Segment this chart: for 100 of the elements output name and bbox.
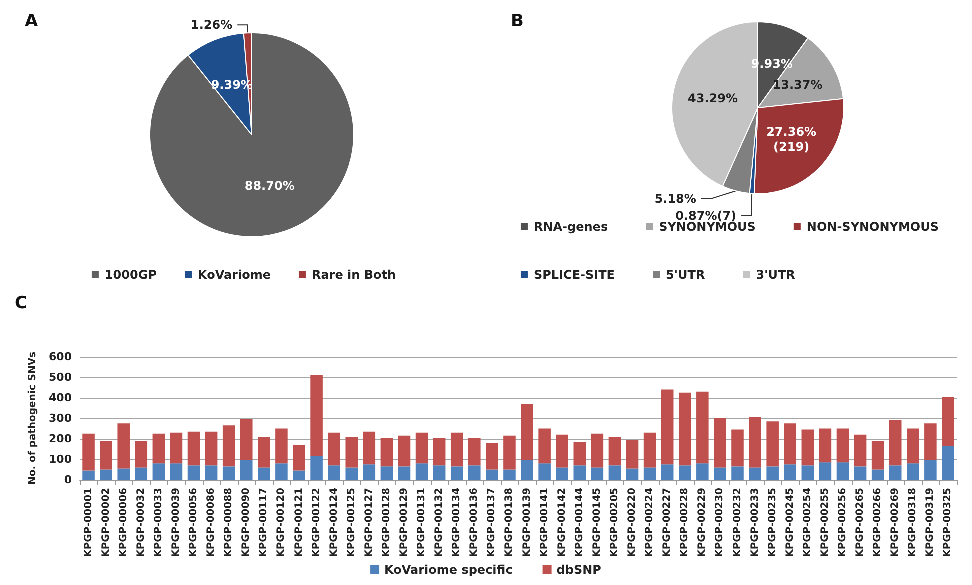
bar — [696, 392, 709, 464]
x-tick-label: KPGP-00122 — [311, 488, 322, 558]
legend-label: KoVariome — [198, 268, 271, 282]
bar — [766, 466, 779, 480]
x-tick-label: KPGP-00144 — [574, 488, 586, 558]
bar — [836, 462, 850, 480]
bar — [626, 440, 639, 469]
bar — [661, 464, 674, 480]
bar — [188, 432, 200, 466]
y-tick-label: 400 — [49, 392, 72, 404]
bar — [504, 470, 516, 480]
bar — [380, 466, 394, 480]
x-tick-label: KPGP-00232 — [732, 488, 744, 558]
bar — [433, 466, 446, 480]
x-tick-label: KPGP-00255 — [820, 488, 831, 558]
bar — [889, 420, 902, 466]
bar — [626, 468, 639, 480]
bar — [276, 464, 288, 480]
bar — [310, 375, 323, 456]
bar — [222, 426, 236, 467]
bar — [521, 404, 534, 461]
bar — [135, 441, 148, 468]
bar — [556, 468, 568, 480]
bar — [170, 464, 183, 480]
bar — [538, 464, 551, 480]
bar — [258, 436, 270, 468]
data-label: 43.29% — [688, 91, 738, 106]
bar — [872, 470, 884, 480]
bar — [486, 443, 498, 470]
bar — [188, 466, 200, 480]
bar — [416, 464, 428, 480]
legend-label: 5'UTR — [666, 268, 706, 282]
bar — [749, 417, 762, 468]
legend-label: Rare in Both — [312, 268, 396, 282]
x-tick-label: KPGP-00230 — [714, 488, 726, 558]
bar — [678, 392, 692, 466]
x-tick-label: KPGP-00086 — [206, 488, 218, 558]
bar — [468, 438, 481, 466]
bar — [819, 428, 832, 463]
bar — [276, 428, 288, 464]
x-tick-label: KPGP-00318 — [908, 488, 919, 558]
bar — [486, 470, 498, 480]
x-tick-label: KPGP-00235 — [767, 488, 778, 558]
legend-label: dbSNP — [556, 563, 602, 577]
bar — [907, 464, 920, 480]
bar — [854, 434, 867, 467]
bar — [784, 464, 797, 480]
x-tick-label: KPGP-00090 — [241, 488, 252, 558]
bar — [398, 436, 411, 467]
bar — [433, 438, 446, 466]
legend-label: KoVariome specific — [384, 563, 513, 577]
chart-title: B — [511, 12, 524, 32]
x-tick-label: KPGP-00056 — [188, 488, 200, 558]
x-tick-label: KPGP-00229 — [697, 488, 708, 558]
bar — [644, 468, 656, 480]
x-tick-label: KPGP-00132 — [434, 488, 446, 558]
bar — [240, 420, 253, 461]
bar — [942, 396, 954, 446]
bar — [608, 436, 622, 466]
x-tick-label: KPGP-00032 — [136, 488, 147, 558]
bar — [100, 470, 112, 480]
bar — [608, 466, 622, 480]
data-label: 13.37% — [772, 78, 823, 92]
x-tick-label: KPGP-00319 — [925, 488, 936, 558]
bar — [380, 438, 394, 467]
bar — [152, 464, 166, 480]
x-tick-label: KPGP-00227 — [662, 488, 674, 558]
bar — [591, 468, 604, 480]
x-tick-label: KPGP-00205 — [609, 488, 620, 558]
y-tick-label: 600 — [49, 350, 72, 364]
x-tick-label: KPGP-00139 — [522, 488, 533, 558]
x-tick-label: KPGP-00233 — [750, 488, 761, 558]
x-tick-label: KPGP-00138 — [504, 488, 516, 558]
x-tick-label: KPGP-00256 — [837, 488, 848, 558]
y-tick-label: 300 — [49, 412, 72, 425]
x-tick-label: KPGP-00033 — [153, 488, 164, 558]
bar — [363, 464, 376, 480]
bar — [784, 424, 797, 465]
bar — [907, 428, 920, 464]
x-tick-label: KPGP-00142 — [556, 488, 568, 558]
bar — [521, 460, 534, 480]
bar — [346, 436, 358, 468]
x-tick-label: KPGP-00124 — [328, 488, 340, 558]
legend-label: 3'UTR — [756, 268, 796, 282]
bar — [82, 470, 95, 480]
x-tick-label: KPGP-00141 — [539, 488, 550, 558]
bar — [661, 390, 674, 465]
bar — [328, 466, 340, 480]
x-tick-label: KPGP-00131 — [416, 488, 428, 558]
y-tick-label: 100 — [49, 453, 72, 466]
bar — [258, 468, 270, 480]
x-tick-label: KPGP-00002 — [100, 488, 112, 558]
bar — [732, 430, 744, 467]
bar — [293, 445, 306, 471]
bar — [836, 428, 850, 463]
bar — [819, 462, 832, 480]
x-tick-label: KPGP-00137 — [486, 488, 498, 558]
bar — [574, 466, 586, 480]
x-tick-label: KPGP-00220 — [627, 488, 638, 558]
bar — [924, 460, 937, 480]
